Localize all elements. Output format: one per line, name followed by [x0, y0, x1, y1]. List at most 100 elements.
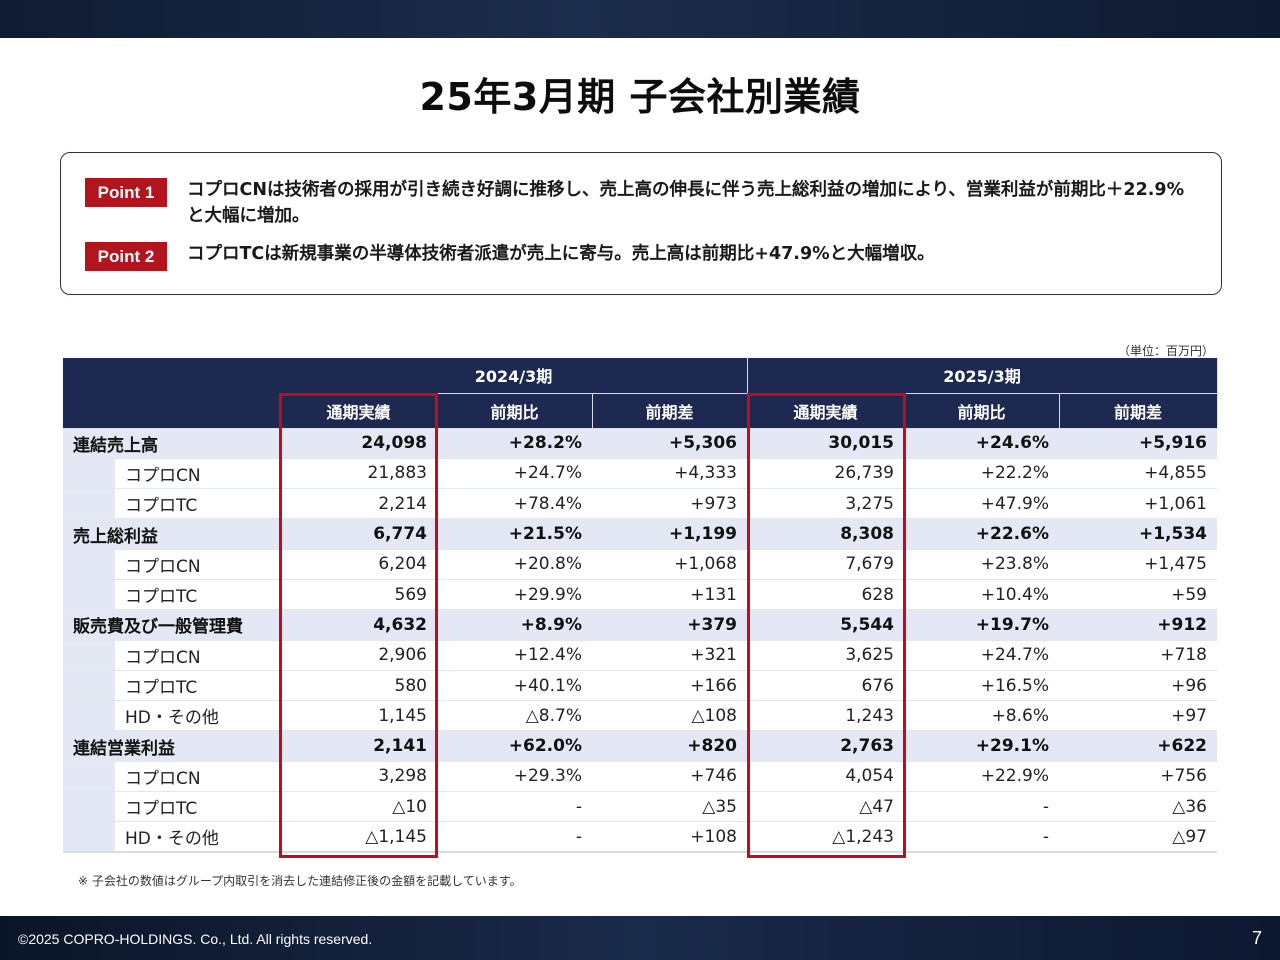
header-row-columns: 通期実績 前期比 前期差 通期実績 前期比 前期差 [63, 393, 1218, 429]
table-row: コプロTC 580 +40.1% +166 676 +16.5% +96 [63, 670, 1217, 702]
table-row: コプロCN 3,298 +29.3% +746 4,054 +22.9% +756 [63, 761, 1217, 793]
cell-value: 2,214 [280, 488, 437, 520]
cell-value: 1,145 [280, 700, 437, 732]
row-label: 連結売上高 [63, 428, 280, 459]
row-indent [63, 549, 115, 580]
cell-value: △35 [592, 791, 747, 823]
cell-value: +8.6% [904, 700, 1059, 732]
point-2: Point 2 コプロTCは新規事業の半導体技術者派遣が売上に寄与。売上高は前期… [85, 241, 1197, 271]
cell-value: 6,204 [280, 549, 437, 580]
cell-value: +24.7% [904, 640, 1059, 671]
cell-value: 5,544 [747, 609, 904, 641]
cell-value: +746 [592, 761, 747, 793]
table-row: コプロCN 2,906 +12.4% +321 3,625 +24.7% +718 [63, 640, 1217, 671]
table-row: コプロTC 2,214 +78.4% +973 3,275 +47.9% +1,061 [63, 488, 1217, 520]
cell-value: △8.7% [437, 700, 592, 732]
cell-value: 580 [280, 670, 437, 702]
cell-value: +10.4% [904, 579, 1059, 611]
page-title: 25年3月期 子会社別業績 [419, 75, 861, 119]
row-indent [63, 791, 115, 823]
col-header: 通期実績 [280, 393, 438, 429]
cell-value: +22.6% [904, 518, 1059, 550]
table-row: 売上総利益 6,774 +21.5% +1,199 8,308 +22.6% +1,534 [63, 518, 1217, 550]
cell-value: 3,275 [747, 488, 904, 520]
cell-value: +1,534 [1059, 518, 1217, 550]
cell-value: 3,298 [280, 761, 437, 793]
row-label: コプロCN [115, 761, 280, 793]
point-2-text: コプロTCは新規事業の半導体技術者派遣が売上に寄与。売上高は前期比+47.9%と… [187, 244, 935, 264]
row-indent [63, 821, 115, 854]
cell-value: +21.5% [437, 518, 592, 550]
cell-value: △1,243 [747, 821, 904, 854]
cell-value: 1,243 [747, 700, 904, 732]
row-indent [63, 579, 115, 611]
cell-value: +29.9% [437, 579, 592, 611]
cell-value: 2,763 [747, 730, 904, 762]
table-row: HD・その他 1,145 △8.7% △108 1,243 +8.6% +97 [63, 700, 1217, 732]
cell-value: +24.7% [437, 458, 592, 490]
cell-value: +40.1% [437, 670, 592, 702]
cell-value: +19.7% [904, 609, 1059, 641]
col-header: 前期比 [437, 393, 593, 429]
cell-value: +1,475 [1059, 549, 1217, 580]
col-header: 前期差 [592, 393, 748, 429]
cell-value: △10 [280, 791, 437, 823]
cell-value: - [437, 821, 592, 854]
cell-value: - [437, 791, 592, 823]
point-1-badge: Point 1 [85, 178, 167, 207]
table-row: 連結営業利益 2,141 +62.0% +820 2,763 +29.1% +622 [63, 730, 1217, 762]
cell-value: +131 [592, 579, 747, 611]
table-row: 販売費及び一般管理費 4,632 +8.9% +379 5,544 +19.7% +912 [63, 609, 1217, 641]
row-indent [63, 670, 115, 702]
cell-value: +4,855 [1059, 458, 1217, 490]
copyright: ©2025 COPRO-HOLDINGS. Co., Ltd. All righ… [18, 931, 373, 947]
cell-value: +820 [592, 730, 747, 762]
cell-value: +97 [1059, 700, 1217, 732]
cell-value: 21,883 [280, 458, 437, 490]
row-label: コプロTC [115, 791, 280, 823]
cell-value: +8.9% [437, 609, 592, 641]
cell-value: 26,739 [747, 458, 904, 490]
cell-value: △36 [1059, 791, 1217, 823]
cell-value: 628 [747, 579, 904, 611]
cell-value: +28.2% [437, 428, 592, 459]
cell-value: +379 [592, 609, 747, 641]
key-points-box: Point 1 コプロCNは技術者の採用が引き続き好調に推移し、売上高の伸長に伴… [60, 152, 1222, 295]
cell-value: 3,625 [747, 640, 904, 671]
cell-value: +29.3% [437, 761, 592, 793]
cell-value: - [904, 821, 1059, 854]
header-row-periods: 2024/3期 2025/3期 [63, 358, 1218, 429]
cell-value: +23.8% [904, 549, 1059, 580]
table-row: 連結売上高 24,098 +28.2% +5,306 30,015 +24.6% +5,91… [63, 428, 1217, 459]
row-label: HD・その他 [115, 821, 280, 854]
cell-value: 4,054 [747, 761, 904, 793]
cell-value: △108 [592, 700, 747, 732]
table-row: コプロTC △10- △35 △47- △36 [63, 791, 1217, 823]
cell-value: +5,306 [592, 428, 747, 459]
cell-value: +912 [1059, 609, 1217, 641]
point-2-badge: Point 2 [85, 242, 167, 271]
cell-value: +108 [592, 821, 747, 854]
col-header: 前期比 [904, 393, 1060, 429]
col-header: 通期実績 [747, 393, 905, 429]
cell-value: - [904, 791, 1059, 823]
cell-value: +96 [1059, 670, 1217, 702]
top-banner [0, 0, 1280, 38]
cell-value: △97 [1059, 821, 1217, 854]
cell-value: +973 [592, 488, 747, 520]
point-1: Point 1 コプロCNは技術者の採用が引き続き好調に推移し、売上高の伸長に伴… [85, 177, 1197, 229]
row-label: HD・その他 [115, 700, 280, 732]
row-indent [63, 700, 115, 732]
row-indent [63, 458, 115, 490]
cell-value: +4,333 [592, 458, 747, 490]
row-label: コプロCN [115, 549, 280, 580]
cell-value: +1,061 [1059, 488, 1217, 520]
cell-value: +24.6% [904, 428, 1059, 459]
cell-value: 676 [747, 670, 904, 702]
cell-value: +5,916 [1059, 428, 1217, 459]
row-label: 売上総利益 [63, 518, 280, 550]
cell-value: △1,145 [280, 821, 437, 854]
cell-value: +78.4% [437, 488, 592, 520]
table-row: コプロTC 569 +29.9% +131 628 +10.4% +59 [63, 579, 1217, 611]
period-header-2025: 2025/3期 [747, 358, 1218, 394]
